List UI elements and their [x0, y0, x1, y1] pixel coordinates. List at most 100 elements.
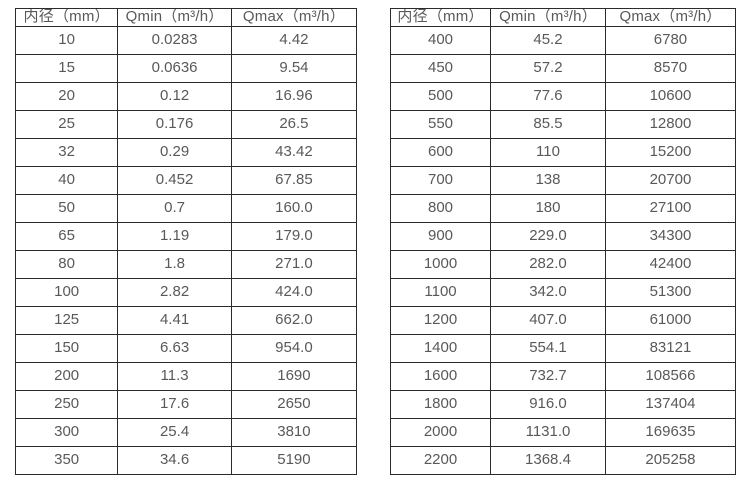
cell: 43.42: [230, 137, 358, 167]
header-row: 内径（mm） Qmin（m³/h） Qmax（m³/h）: [389, 8, 737, 27]
cell: 550: [389, 109, 492, 139]
cell: 1.8: [117, 249, 232, 279]
cell: 0.12: [117, 81, 232, 111]
cell: 57.2: [490, 53, 606, 83]
cell: 271.0: [230, 249, 358, 279]
cell: 4.41: [117, 305, 232, 335]
cell: 65: [14, 221, 119, 251]
cell: 150: [14, 333, 119, 363]
table-row: 1600 732.7 108566: [389, 361, 737, 391]
cell: 61000: [604, 305, 737, 335]
cell: 0.452: [117, 165, 232, 195]
table-row: 150 6.63 954.0: [14, 333, 358, 363]
cell: 1800: [389, 389, 492, 419]
table-row: 450 57.2 8570: [389, 53, 737, 83]
cell: 700: [389, 165, 492, 195]
cell: 80: [14, 249, 119, 279]
cell: 1400: [389, 333, 492, 363]
cell: 6.63: [117, 333, 232, 363]
cell: 17.6: [117, 389, 232, 419]
cell: 85.5: [490, 109, 606, 139]
cell: 15: [14, 53, 119, 83]
column-header: Qmax（m³/h）: [230, 8, 358, 27]
table-row: 1000 282.0 42400: [389, 249, 737, 279]
cell: 0.0636: [117, 53, 232, 83]
cell: 424.0: [230, 277, 358, 307]
table-row: 25 0.176 26.5: [14, 109, 358, 139]
cell: 1.19: [117, 221, 232, 251]
table-row: 1800 916.0 137404: [389, 389, 737, 419]
cell: 554.1: [490, 333, 606, 363]
cell: 4.42: [230, 25, 358, 55]
cell: 500: [389, 81, 492, 111]
cell: 342.0: [490, 277, 606, 307]
cell: 8570: [604, 53, 737, 83]
flow-rate-table-large-diameters: 内径（mm） Qmin（m³/h） Qmax（m³/h） 400 45.2 6780 45…: [389, 8, 737, 476]
cell: 34300: [604, 221, 737, 251]
cell: 200: [14, 361, 119, 391]
table-row: 800 180 27100: [389, 193, 737, 223]
cell: 282.0: [490, 249, 606, 279]
cell: 0.7: [117, 193, 232, 223]
cell: 27100: [604, 193, 737, 223]
cell: 2.82: [117, 277, 232, 307]
table-row: 1400 554.1 83121: [389, 333, 737, 363]
cell: 662.0: [230, 305, 358, 335]
cell: 32: [14, 137, 119, 167]
cell: 954.0: [230, 333, 358, 363]
table-row: 550 85.5 12800: [389, 109, 737, 139]
cell: 205258: [604, 445, 737, 476]
cell: 20700: [604, 165, 737, 195]
cell: 180: [490, 193, 606, 223]
table-row: 350 34.6 5190: [14, 445, 358, 476]
cell: 1100: [389, 277, 492, 307]
cell: 67.85: [230, 165, 358, 195]
cell: 229.0: [490, 221, 606, 251]
cell: 16.96: [230, 81, 358, 111]
cell: 9.54: [230, 53, 358, 83]
cell: 0.29: [117, 137, 232, 167]
cell: 900: [389, 221, 492, 251]
table-row: 700 138 20700: [389, 165, 737, 195]
table-row: 600 110 15200: [389, 137, 737, 167]
cell: 11.3: [117, 361, 232, 391]
table-row: 65 1.19 179.0: [14, 221, 358, 251]
cell: 45.2: [490, 25, 606, 55]
header-row: 内径（mm） Qmin（m³/h） Qmax（m³/h）: [14, 8, 358, 27]
cell: 25: [14, 109, 119, 139]
table-row: 250 17.6 2650: [14, 389, 358, 419]
cell: 110: [490, 137, 606, 167]
cell: 732.7: [490, 361, 606, 391]
cell: 1368.4: [490, 445, 606, 476]
cell: 42400: [604, 249, 737, 279]
table-row: 10 0.0283 4.42: [14, 25, 358, 55]
cell: 300: [14, 417, 119, 447]
table-row: 40 0.452 67.85: [14, 165, 358, 195]
cell: 12800: [604, 109, 737, 139]
cell: 83121: [604, 333, 737, 363]
table-row: 50 0.7 160.0: [14, 193, 358, 223]
cell: 2200: [389, 445, 492, 476]
cell: 350: [14, 445, 119, 476]
cell: 26.5: [230, 109, 358, 139]
cell: 450: [389, 53, 492, 83]
cell: 407.0: [490, 305, 606, 335]
cell: 2650: [230, 389, 358, 419]
column-header: Qmin（m³/h）: [490, 8, 606, 27]
table-row: 125 4.41 662.0: [14, 305, 358, 335]
cell: 1200: [389, 305, 492, 335]
table-row: 300 25.4 3810: [14, 417, 358, 447]
cell: 2000: [389, 417, 492, 447]
cell: 1690: [230, 361, 358, 391]
cell: 0.0283: [117, 25, 232, 55]
cell: 125: [14, 305, 119, 335]
cell: 10600: [604, 81, 737, 111]
cell: 250: [14, 389, 119, 419]
table-row: 20 0.12 16.96: [14, 81, 358, 111]
table-row: 500 77.6 10600: [389, 81, 737, 111]
cell: 179.0: [230, 221, 358, 251]
cell: 108566: [604, 361, 737, 391]
column-header: Qmin（m³/h）: [117, 8, 232, 27]
cell: 138: [490, 165, 606, 195]
